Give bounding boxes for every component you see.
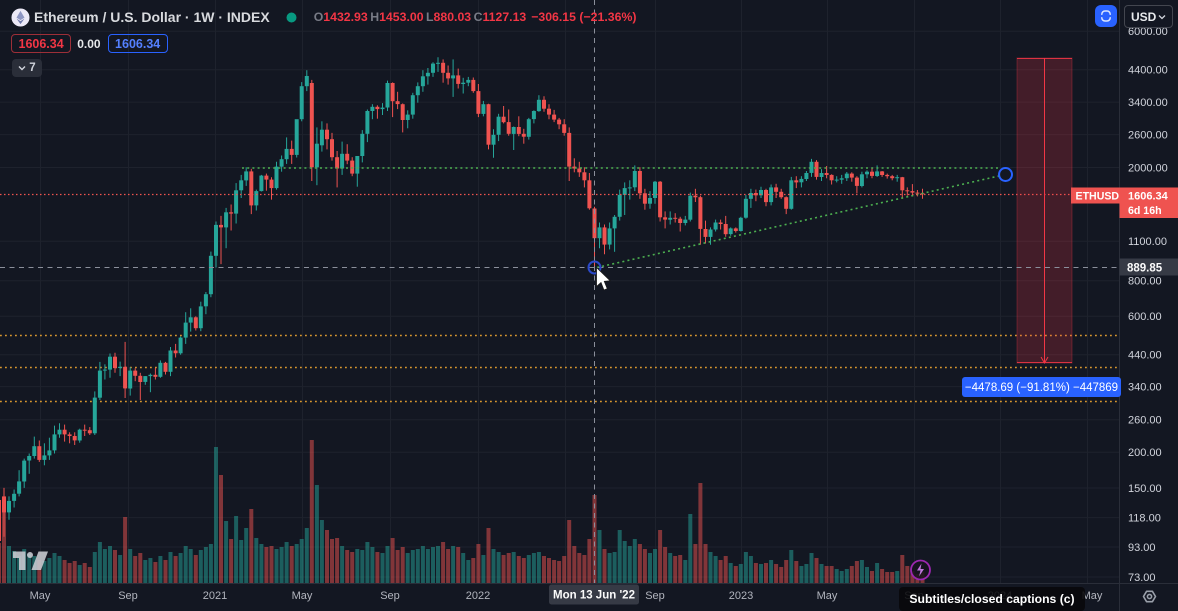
svg-text:340.00: 340.00 <box>1128 381 1162 393</box>
svg-text:4400.00: 4400.00 <box>1128 65 1168 77</box>
svg-text:93.00: 93.00 <box>1128 542 1156 554</box>
svg-text:150.00: 150.00 <box>1128 483 1162 495</box>
svg-text:1100.00: 1100.00 <box>1128 236 1167 248</box>
svg-text:May: May <box>292 590 313 602</box>
svg-text:Sep: Sep <box>118 590 138 602</box>
svg-text:2022: 2022 <box>466 590 490 602</box>
svg-text:May: May <box>30 590 51 602</box>
svg-text:May: May <box>1082 590 1103 602</box>
svg-text:200.00: 200.00 <box>1128 447 1162 459</box>
svg-text:3400.00: 3400.00 <box>1128 97 1168 109</box>
svg-text:Mon 13 Jun '22: Mon 13 Jun '22 <box>553 590 635 602</box>
svg-text:600.00: 600.00 <box>1128 311 1162 323</box>
svg-text:260.00: 260.00 <box>1128 415 1162 427</box>
svg-text:2600.00: 2600.00 <box>1128 129 1168 141</box>
svg-text:889.85: 889.85 <box>1127 263 1163 275</box>
svg-text:440.00: 440.00 <box>1128 350 1162 362</box>
svg-text:118.00: 118.00 <box>1128 512 1161 524</box>
svg-text:2023: 2023 <box>729 590 753 602</box>
svg-text:73.00: 73.00 <box>1128 572 1156 584</box>
svg-text:2021: 2021 <box>203 590 227 602</box>
svg-text:2000.00: 2000.00 <box>1128 162 1168 174</box>
svg-text:−4478.69 (−91.81%) −447869: −4478.69 (−91.81%) −447869 <box>965 382 1118 394</box>
svg-text:800.00: 800.00 <box>1128 276 1162 288</box>
svg-text:May: May <box>817 590 838 602</box>
svg-text:ETHUSD: ETHUSD <box>1076 191 1120 203</box>
svg-text:6000.00: 6000.00 <box>1128 26 1168 38</box>
svg-text:6d 16h: 6d 16h <box>1128 205 1162 217</box>
svg-text:Sep: Sep <box>645 590 665 602</box>
svg-text:1606.34: 1606.34 <box>1128 191 1169 203</box>
svg-text:Sep: Sep <box>380 590 400 602</box>
